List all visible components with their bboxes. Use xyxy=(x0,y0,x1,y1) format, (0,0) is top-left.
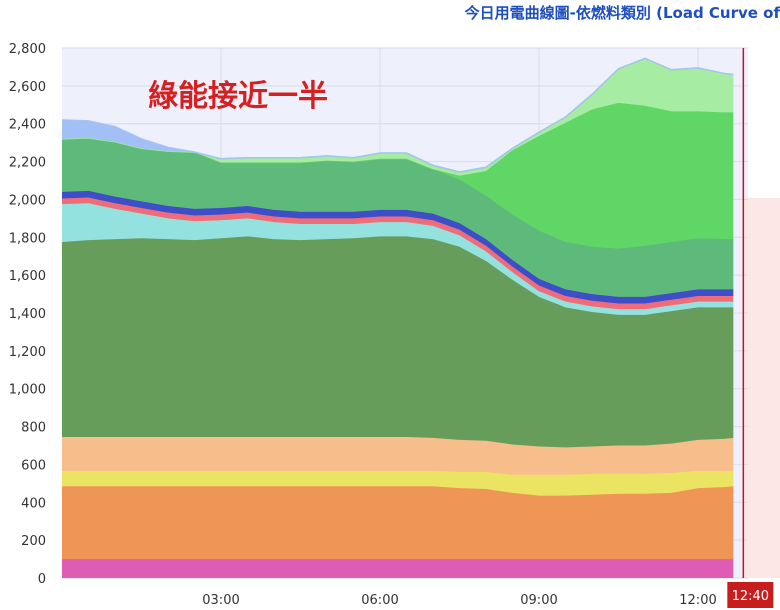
y-tick-label: 200 xyxy=(21,534,46,549)
x-tick-label: 06:00 xyxy=(361,593,398,608)
future-zone xyxy=(743,198,780,578)
x-tick-label: 12:00 xyxy=(679,593,716,608)
series-area-1 xyxy=(62,486,734,560)
series-line-2 xyxy=(62,470,734,476)
y-tick-label: 0 xyxy=(38,572,46,587)
y-tick-label: 1,400 xyxy=(9,307,46,322)
y-tick-label: 2,600 xyxy=(9,80,46,95)
series-area-2 xyxy=(62,471,734,496)
chart-title: 今日用電曲線圖-依燃料類別 (Load Curve of xyxy=(464,4,780,22)
y-tick-label: 600 xyxy=(21,458,46,473)
series-area-7 xyxy=(62,190,734,304)
series-line-11 xyxy=(61,57,734,173)
y-tick-label: 2,200 xyxy=(9,156,46,171)
series-area-9 xyxy=(62,102,734,249)
series-areas xyxy=(61,57,734,578)
series-area-8 xyxy=(62,137,734,297)
current-time-label: 12:40 xyxy=(732,589,769,604)
y-tick-label: 1,200 xyxy=(9,345,46,360)
y-tick-label: 2,400 xyxy=(9,118,46,133)
y-tick-label: 2,800 xyxy=(9,42,46,57)
y-tick-label: 2,000 xyxy=(9,193,46,208)
y-tick-label: 1,000 xyxy=(9,383,46,398)
series-area-0 xyxy=(62,559,734,578)
current-time-badge xyxy=(727,582,774,608)
y-tick-label: 800 xyxy=(21,421,46,436)
y-tick-label: 400 xyxy=(21,496,46,511)
x-axis: 03:00 06:00 09:00 12:00 xyxy=(202,593,716,608)
series-area-6 xyxy=(62,197,734,310)
x-tick-label: 03:00 xyxy=(202,593,239,608)
series-area-10 xyxy=(62,58,734,176)
series-area-4 xyxy=(62,236,734,448)
series-area-3 xyxy=(62,436,734,475)
series-area-5 xyxy=(62,203,734,315)
x-tick-label: 09:00 xyxy=(520,593,557,608)
y-tick-label: 1,800 xyxy=(9,231,46,246)
y-tick-label: 1,600 xyxy=(9,269,46,284)
chart-annotation: 綠能接近一半 xyxy=(148,79,328,114)
y-axis: 0 200 400 600 800 1,000 1,200 1,400 1,600 1,800 2,… xyxy=(9,42,46,587)
